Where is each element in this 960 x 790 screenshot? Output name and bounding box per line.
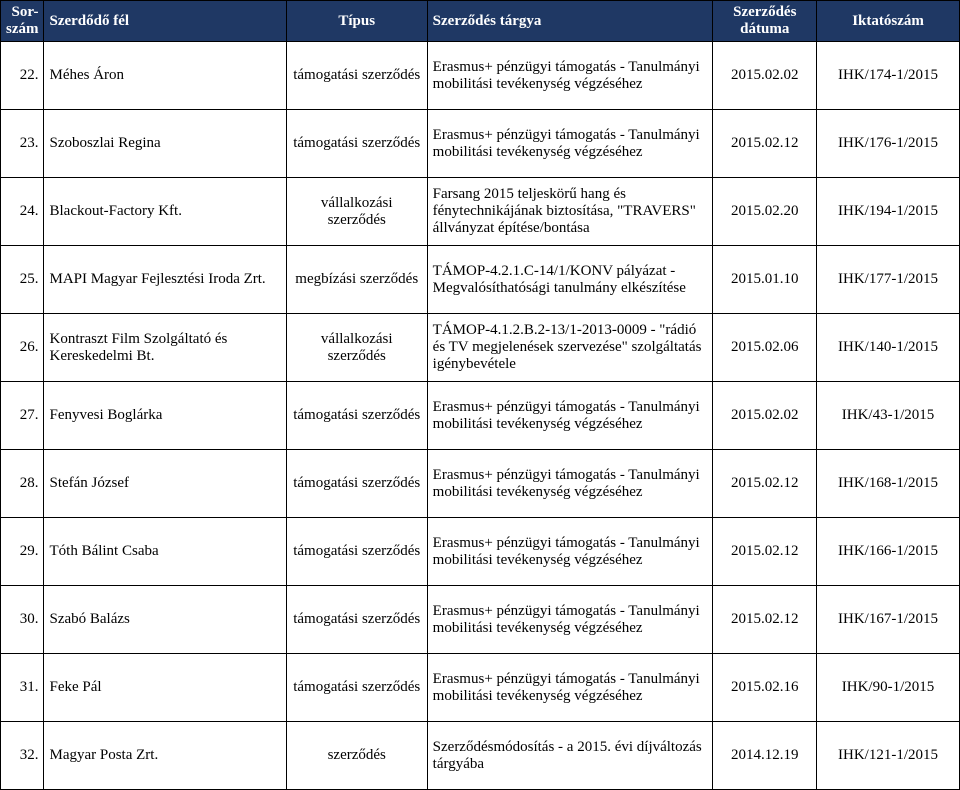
cell-num: 25. xyxy=(1,246,44,314)
header-num: Sor-szám xyxy=(1,1,44,42)
cell-num: 30. xyxy=(1,586,44,654)
cell-party: Szoboszlai Regina xyxy=(44,110,286,178)
cell-num: 23. xyxy=(1,110,44,178)
table-body: 22.Méhes Árontámogatási szerződésErasmus… xyxy=(1,42,960,790)
table-row: 27.Fenyvesi Boglárkatámogatási szerződés… xyxy=(1,382,960,450)
table-row: 23.Szoboszlai Reginatámogatási szerződés… xyxy=(1,110,960,178)
cell-num: 27. xyxy=(1,382,44,450)
cell-subject: Erasmus+ pénzügyi támogatás - Tanulmányi… xyxy=(427,450,713,518)
cell-ref: IHK/140-1/2015 xyxy=(817,314,960,382)
cell-subject: Erasmus+ pénzügyi támogatás - Tanulmányi… xyxy=(427,110,713,178)
cell-party: Blackout-Factory Kft. xyxy=(44,178,286,246)
cell-date: 2015.02.12 xyxy=(713,518,817,586)
cell-type: támogatási szerződés xyxy=(286,110,427,178)
cell-party: Tóth Bálint Csaba xyxy=(44,518,286,586)
cell-ref: IHK/90-1/2015 xyxy=(817,654,960,722)
cell-type: megbízási szerződés xyxy=(286,246,427,314)
table-row: 25.MAPI Magyar Fejlesztési Iroda Zrt.meg… xyxy=(1,246,960,314)
cell-subject: TÁMOP-4.2.1.C-14/1/KONV pályázat - Megva… xyxy=(427,246,713,314)
cell-subject: Szerződésmódosítás - a 2015. évi díjvált… xyxy=(427,722,713,790)
cell-ref: IHK/194-1/2015 xyxy=(817,178,960,246)
cell-subject: Erasmus+ pénzügyi támogatás - Tanulmányi… xyxy=(427,586,713,654)
cell-num: 32. xyxy=(1,722,44,790)
cell-date: 2015.02.20 xyxy=(713,178,817,246)
cell-ref: IHK/166-1/2015 xyxy=(817,518,960,586)
cell-party: Szabó Balázs xyxy=(44,586,286,654)
cell-type: támogatási szerződés xyxy=(286,382,427,450)
cell-date: 2015.02.12 xyxy=(713,110,817,178)
cell-type: vállalkozási szerződés xyxy=(286,314,427,382)
cell-ref: IHK/43-1/2015 xyxy=(817,382,960,450)
cell-subject: Erasmus+ pénzügyi támogatás - Tanulmányi… xyxy=(427,42,713,110)
cell-num: 29. xyxy=(1,518,44,586)
cell-date: 2015.02.12 xyxy=(713,586,817,654)
table-row: 26.Kontraszt Film Szolgáltató és Kereske… xyxy=(1,314,960,382)
cell-subject: TÁMOP-4.1.2.B.2-13/1-2013-0009 - "rádió … xyxy=(427,314,713,382)
cell-ref: IHK/174-1/2015 xyxy=(817,42,960,110)
cell-party: Magyar Posta Zrt. xyxy=(44,722,286,790)
cell-ref: IHK/177-1/2015 xyxy=(817,246,960,314)
cell-ref: IHK/176-1/2015 xyxy=(817,110,960,178)
header-ref: Iktatószám xyxy=(817,1,960,42)
cell-subject: Erasmus+ pénzügyi támogatás - Tanulmányi… xyxy=(427,382,713,450)
cell-party: Kontraszt Film Szolgáltató és Kereskedel… xyxy=(44,314,286,382)
cell-date: 2015.02.06 xyxy=(713,314,817,382)
header-party: Szerdődő fél xyxy=(44,1,286,42)
cell-ref: IHK/167-1/2015 xyxy=(817,586,960,654)
cell-type: támogatási szerződés xyxy=(286,518,427,586)
cell-party: Stefán József xyxy=(44,450,286,518)
cell-party: MAPI Magyar Fejlesztési Iroda Zrt. xyxy=(44,246,286,314)
cell-date: 2014.12.19 xyxy=(713,722,817,790)
cell-type: támogatási szerződés xyxy=(286,654,427,722)
table-row: 24.Blackout-Factory Kft.vállalkozási sze… xyxy=(1,178,960,246)
cell-type: támogatási szerződés xyxy=(286,42,427,110)
header-date: Szerződés dátuma xyxy=(713,1,817,42)
cell-date: 2015.02.02 xyxy=(713,42,817,110)
cell-type: támogatási szerződés xyxy=(286,586,427,654)
table-row: 22.Méhes Árontámogatási szerződésErasmus… xyxy=(1,42,960,110)
table-row: 30.Szabó Balázstámogatási szerződésErasm… xyxy=(1,586,960,654)
cell-type: szerződés xyxy=(286,722,427,790)
table-row: 31.Feke Páltámogatási szerződésErasmus+ … xyxy=(1,654,960,722)
cell-party: Feke Pál xyxy=(44,654,286,722)
cell-party: Fenyvesi Boglárka xyxy=(44,382,286,450)
table-row: 28.Stefán Józseftámogatási szerződésEras… xyxy=(1,450,960,518)
cell-subject: Erasmus+ pénzügyi támogatás - Tanulmányi… xyxy=(427,518,713,586)
cell-date: 2015.02.02 xyxy=(713,382,817,450)
cell-party: Méhes Áron xyxy=(44,42,286,110)
table-row: 29.Tóth Bálint Csabatámogatási szerződés… xyxy=(1,518,960,586)
contracts-table: Sor-szám Szerdődő fél Típus Szerződés tá… xyxy=(0,0,960,790)
cell-num: 28. xyxy=(1,450,44,518)
header-type: Típus xyxy=(286,1,427,42)
table-header: Sor-szám Szerdődő fél Típus Szerződés tá… xyxy=(1,1,960,42)
cell-subject: Erasmus+ pénzügyi támogatás - Tanulmányi… xyxy=(427,654,713,722)
cell-num: 24. xyxy=(1,178,44,246)
cell-date: 2015.02.16 xyxy=(713,654,817,722)
table-row: 32.Magyar Posta Zrt.szerződésSzerződésmó… xyxy=(1,722,960,790)
cell-ref: IHK/121-1/2015 xyxy=(817,722,960,790)
cell-num: 22. xyxy=(1,42,44,110)
header-subject: Szerződés tárgya xyxy=(427,1,713,42)
cell-type: támogatási szerződés xyxy=(286,450,427,518)
cell-date: 2015.01.10 xyxy=(713,246,817,314)
cell-type: vállalkozási szerződés xyxy=(286,178,427,246)
cell-date: 2015.02.12 xyxy=(713,450,817,518)
cell-num: 31. xyxy=(1,654,44,722)
cell-num: 26. xyxy=(1,314,44,382)
cell-ref: IHK/168-1/2015 xyxy=(817,450,960,518)
cell-subject: Farsang 2015 teljeskörű hang és fénytech… xyxy=(427,178,713,246)
